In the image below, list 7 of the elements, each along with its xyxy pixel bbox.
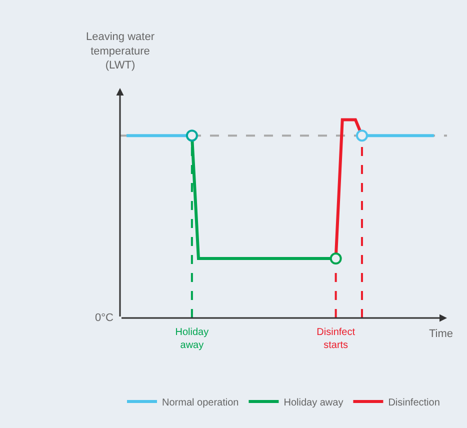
- x-tick-label: Disinfect starts: [316, 327, 356, 351]
- y-axis-title: Leaving water temperature (LWT): [86, 31, 155, 72]
- legend-label: Holiday away: [284, 397, 344, 408]
- legend-label: Disinfection: [388, 397, 440, 408]
- x-axis-title: Time: [429, 328, 454, 340]
- legend-label: Normal operation: [162, 397, 239, 408]
- text: 0°C: [95, 312, 114, 324]
